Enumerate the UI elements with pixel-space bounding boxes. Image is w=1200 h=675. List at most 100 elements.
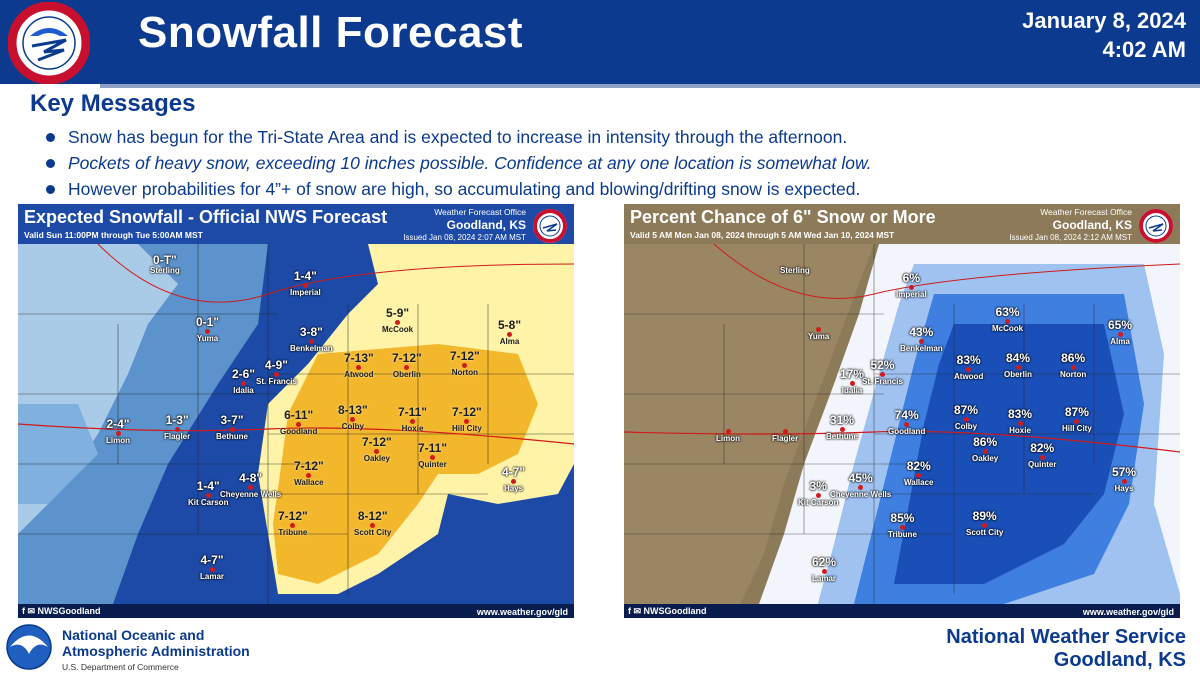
map-location: 82% Wallace (904, 459, 934, 487)
right-map-office-city: Goodland, KS (1052, 218, 1132, 232)
map-location: 7-13" Atwood (344, 351, 374, 379)
map-location: 84% Oberlin (1004, 351, 1033, 379)
map-location: 1-4" Imperial (290, 269, 321, 297)
key-message-text: However probabilities for 4”+ of snow ar… (68, 179, 861, 199)
map-location: 45% Cheyenne Wells (830, 471, 892, 499)
map-location: 3-7" Bethune (216, 413, 248, 441)
nws-office-line1: National Weather Service (946, 626, 1186, 648)
left-map-office-city: Goodland, KS (446, 218, 526, 232)
map-location: 7-12" Tribune (278, 509, 308, 537)
probability-map-graphic (624, 204, 1180, 618)
footer-bar: National Oceanic and Atmospheric Adminis… (0, 620, 1200, 675)
map-location: Limon (716, 428, 740, 443)
right-map-valid-time: Valid 5 AM Mon Jan 08, 2024 through 5 AM… (630, 230, 895, 240)
header-bar: Snowfall Forecast January 8, 2024 4:02 A… (0, 0, 1200, 84)
map-location: 65% Alma (1108, 318, 1133, 346)
left-map-office-line: Weather Forecast Office (434, 207, 526, 217)
map-location: 3% Kit Carson (798, 479, 839, 507)
map-location: 8-13" Colby (338, 403, 368, 431)
map-location: 7-12" Oberlin (392, 351, 422, 379)
social-icons: f ✉ (22, 606, 38, 616)
bullet-icon (46, 159, 55, 168)
left-map-valid-time: Valid Sun 11:00PM through Tue 5:00AM MST (24, 230, 203, 240)
header-date: January 8, 2024 (1022, 8, 1186, 33)
snow-probability-map: Percent Chance of 6" Snow or More Valid … (624, 204, 1180, 618)
map-location: 83% Atwood (954, 353, 984, 381)
map-location: 86% Oakley (972, 435, 999, 463)
key-message-item: Snow has begun for the Tri-State Area an… (38, 124, 1188, 150)
key-messages-list: Snow has begun for the Tri-State Area an… (38, 124, 1188, 202)
map-location: 4-7" Hays (502, 465, 526, 493)
map-location: 7-12" Norton (450, 349, 480, 377)
map-location: 74% Goodland (888, 408, 926, 436)
map-location: 4-8" Cheyenne Wells (220, 471, 282, 499)
map-location: 7-11" Quinter (418, 441, 448, 469)
map-location: 4-7" Lamar (200, 553, 225, 581)
left-map-issued: Issued Jan 08, 2024 2:07 AM MST (403, 233, 526, 242)
key-message-text: Pockets of heavy snow, exceeding 10 inch… (68, 153, 872, 173)
bullet-icon (46, 185, 55, 194)
map-location: 3-8" Benkelman (290, 325, 333, 353)
key-message-item: However probabilities for 4”+ of snow ar… (38, 176, 1188, 202)
right-map-title: Percent Chance of 6" Snow or More (630, 207, 936, 227)
right-map-issued: Issued Jan 08, 2024 2:12 AM MST (1009, 233, 1132, 242)
key-message-item: Pockets of heavy snow, exceeding 10 inch… (38, 150, 1188, 176)
map-location: 57% Hays (1112, 465, 1137, 493)
header-time: 4:02 AM (1102, 37, 1186, 62)
noaa-department: U.S. Department of Commerce (62, 662, 179, 672)
header-datetime: January 8, 2024 4:02 AM (1022, 6, 1186, 64)
nws-seal-icon (533, 209, 567, 243)
map-location: 8-12" Scott City (354, 509, 392, 537)
nws-seal-icon (1139, 209, 1173, 243)
left-map-title: Expected Snowfall - Official NWS Forecas… (24, 207, 388, 227)
map-location: 7-12" Hill City (452, 405, 482, 433)
map-location: 83% Hoxie (1008, 407, 1033, 435)
map-location: 0-T" Sterling (150, 253, 180, 275)
map-location: 1-3" Flagler (164, 413, 191, 441)
map-location: 0-1" Yuma (196, 315, 220, 343)
map-location: 5-9" McCook (382, 306, 414, 334)
map-location: Yuma (808, 326, 829, 341)
map-location: 87% Colby (954, 403, 979, 431)
map-location: 43% Benkelman (900, 325, 943, 353)
right-map-website-link[interactable]: www.weather.gov/gld (1082, 607, 1174, 617)
right-map-office: Weather Forecast Office Goodland, KS (1040, 207, 1132, 232)
map-location: 62% Lamar (812, 555, 837, 583)
snowfall-map-graphic (18, 204, 574, 618)
key-messages-title: Key Messages (30, 90, 196, 117)
nws-office-name: National Weather Service Goodland, KS (946, 626, 1186, 672)
map-location: 6-11" Goodland (280, 408, 318, 436)
left-map-social[interactable]: f ✉ NWSGoodland (22, 606, 101, 616)
map-location: 82% Quinter (1028, 441, 1057, 469)
map-location: 86% Norton (1060, 351, 1087, 379)
map-location: 2-4" Limon (106, 417, 130, 445)
social-icons: f ✉ (628, 606, 644, 616)
map-location: 87% Hill City (1062, 405, 1092, 433)
map-location: 89% Scott City (966, 509, 1004, 537)
noaa-name-line2: Atmospheric Administration (62, 643, 250, 659)
right-map-social[interactable]: f ✉ NWSGoodland (628, 606, 707, 616)
noaa-logo-icon (6, 624, 52, 670)
map-location: 52% St. Francis (862, 358, 903, 386)
bullet-icon (46, 133, 55, 142)
right-map-footer (624, 604, 1180, 618)
nws-office-line2: Goodland, KS (1053, 649, 1186, 671)
map-location: 5-8" Alma (498, 318, 522, 346)
right-map-office-line: Weather Forecast Office (1040, 207, 1132, 217)
key-message-text: Snow has begun for the Tri-State Area an… (68, 127, 848, 147)
left-map-footer (18, 604, 574, 618)
left-map-website-link[interactable]: www.weather.gov/gld (476, 607, 568, 617)
expected-snowfall-map: Expected Snowfall - Official NWS Forecas… (18, 204, 574, 618)
map-location: 85% Tribune (888, 511, 917, 539)
map-location: 63% McCook (992, 305, 1024, 333)
map-location: 1-4" Kit Carson (188, 479, 229, 507)
map-location: 6% Imperial (896, 271, 927, 299)
map-location: 2-6" Idalia (232, 367, 256, 395)
noaa-name-line1: National Oceanic and (62, 627, 205, 643)
map-location: Sterling (780, 266, 810, 275)
nws-seal-icon (8, 2, 90, 84)
page-title: Snowfall Forecast (138, 8, 524, 57)
left-map-office: Weather Forecast Office Goodland, KS (434, 207, 526, 232)
map-location: Flagler (772, 428, 798, 443)
